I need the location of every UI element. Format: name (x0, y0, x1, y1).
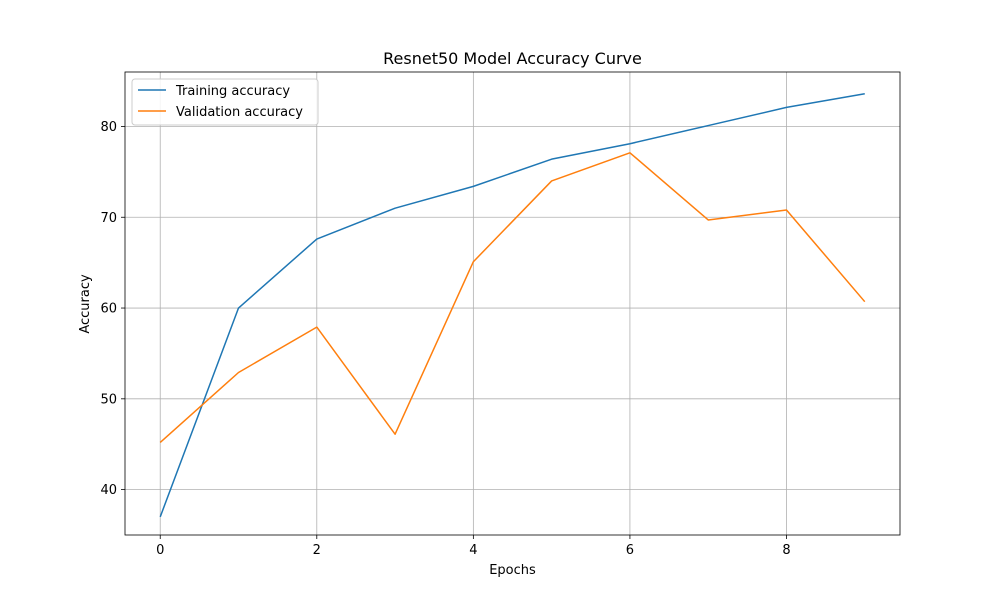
legend-box (131, 78, 319, 126)
data-point (159, 442, 161, 444)
data-point (551, 158, 553, 160)
data-point (707, 219, 709, 221)
data-point (707, 125, 709, 127)
data-point (864, 93, 866, 95)
chart-title: Resnet50 Model Accuracy Curve (383, 49, 642, 68)
legend-label-2: Validation accuracy (176, 105, 303, 120)
axes-frame (124, 71, 901, 536)
x-tick-label: 4 (469, 543, 477, 558)
y-tick-label: 60 (100, 302, 117, 317)
data-point (238, 307, 240, 309)
series-line-2 (159, 152, 866, 443)
data-point (629, 152, 631, 154)
data-point (786, 209, 788, 211)
legend: Training accuracy Validation accuracy (131, 78, 319, 126)
data-point (786, 107, 788, 109)
y-tick-label: 40 (100, 483, 117, 498)
data-point (159, 516, 161, 518)
data-point (472, 185, 474, 187)
plot-area: 0 2 4 6 8 40 50 60 70 80 Training accuracy Validati… (100, 71, 901, 558)
data-point (472, 261, 474, 263)
data-point (864, 301, 866, 303)
data-point (551, 180, 553, 182)
y-tick-label: 70 (100, 211, 117, 226)
data-point (238, 372, 240, 374)
x-tick-label: 0 (156, 543, 164, 558)
y-tick-label: 80 (100, 120, 117, 135)
x-tick-label: 6 (626, 543, 634, 558)
legend-label-1: Training accuracy (175, 84, 290, 99)
data-point (316, 238, 318, 240)
x-tick-label: 8 (782, 543, 790, 558)
data-point (316, 326, 318, 328)
data-point (394, 433, 396, 435)
data-point (629, 143, 631, 145)
y-tick-label: 50 (100, 392, 117, 407)
x-tick-label: 2 (313, 543, 321, 558)
y-axis-label: Accuracy (78, 274, 93, 334)
series-line-1 (159, 93, 865, 518)
data-point (394, 207, 396, 209)
x-axis-label: Epochs (489, 563, 536, 578)
